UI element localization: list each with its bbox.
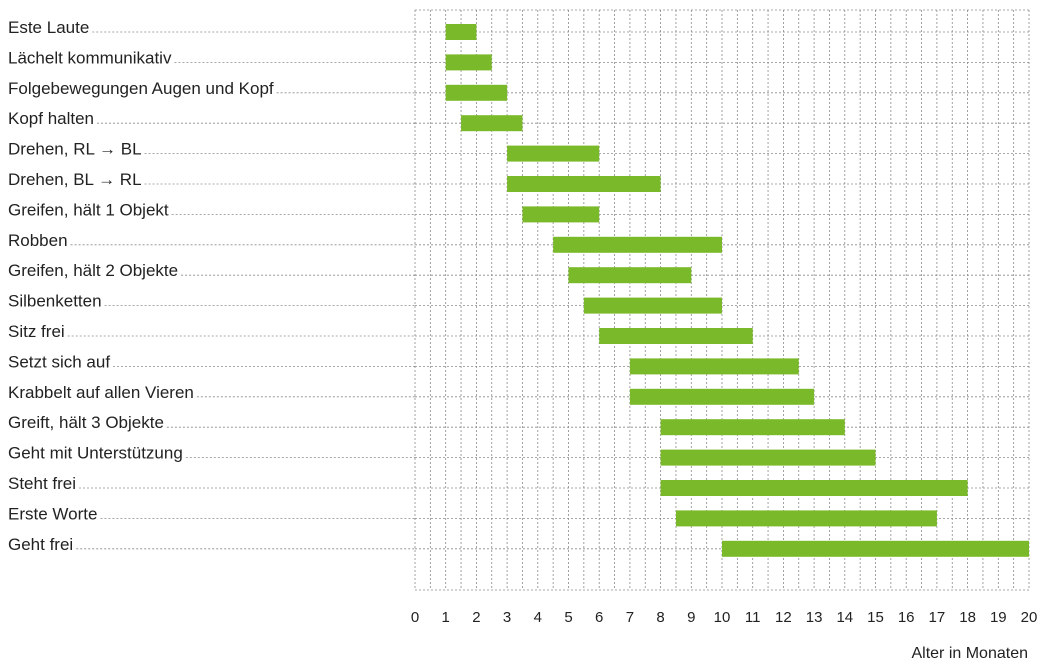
range-bar <box>722 540 1029 557</box>
category-label: Robben <box>8 231 68 250</box>
x-tick-label: 1 <box>442 609 450 626</box>
category-label: Geht frei <box>8 535 73 554</box>
range-bar <box>445 54 492 71</box>
x-tick-label: 0 <box>411 609 419 626</box>
x-axis-title: Alter in Monaten <box>911 645 1028 662</box>
x-tick-label: 6 <box>595 609 603 626</box>
category-label: Geht mit Unterstützung <box>8 444 183 463</box>
category-label: Erste Worte <box>8 504 97 523</box>
range-bar <box>629 358 799 375</box>
range-bar <box>445 24 477 40</box>
range-bar <box>599 328 753 344</box>
x-tick-labels: 0 1 2 3 4 5 6 7 8 9 10 11 12 13 14 15 16 17 18 19 20 <box>411 609 1038 626</box>
range-bar <box>445 84 508 101</box>
x-tick-label: 4 <box>534 609 542 626</box>
range-bar <box>461 115 523 132</box>
category-label: Setzt sich auf <box>8 352 110 371</box>
category-label: Kopf halten <box>8 109 94 128</box>
range-bar <box>522 206 600 223</box>
category-label: Silbenketten <box>8 292 102 311</box>
x-tick-label: 17 <box>929 609 946 626</box>
range-bar <box>583 297 722 314</box>
category-label: Lächelt kommunikativ <box>8 48 172 67</box>
category-label: Greift, hält 3 Objekte <box>8 413 164 432</box>
x-tick-label: 19 <box>990 609 1007 626</box>
x-tick-label: 8 <box>656 609 664 626</box>
range-bar <box>507 145 600 162</box>
range-bar <box>568 267 692 284</box>
x-tick-label: 9 <box>687 609 695 626</box>
range-bar <box>675 510 937 527</box>
range-bar <box>629 388 815 405</box>
category-label: Greifen, hält 2 Objekte <box>8 261 178 280</box>
bars <box>445 24 1029 557</box>
x-tick-label: 12 <box>775 609 792 626</box>
category-labels: Este Laute Lächelt kommunikativ Folgebeweg… <box>8 18 274 554</box>
category-label: Krabbelt auf allen Vieren <box>8 383 194 402</box>
range-bar <box>660 419 845 436</box>
x-tick-label: 7 <box>626 609 634 626</box>
category-label: Drehen, RL → BL <box>8 140 142 159</box>
leader-lines <box>67 31 415 550</box>
x-tick-label: 20 <box>1021 609 1038 626</box>
category-label: Greifen, hält 1 Objekt <box>8 200 169 219</box>
x-tick-label: 11 <box>745 609 761 626</box>
range-bar <box>553 236 722 253</box>
category-label: Este Laute <box>8 18 89 37</box>
x-tick-label: 15 <box>867 609 884 626</box>
range-bar <box>660 449 876 466</box>
category-label: Sitz frei <box>8 322 65 341</box>
x-tick-label: 14 <box>836 609 853 626</box>
x-tick-label: 10 <box>714 609 731 626</box>
x-tick-label: 5 <box>564 609 572 626</box>
category-label: Steht frei <box>8 474 76 493</box>
category-label: Folgebewegungen Augen und Kopf <box>8 79 274 98</box>
x-tick-label: 13 <box>806 609 823 626</box>
x-tick-label: 18 <box>959 609 976 626</box>
x-tick-label: 2 <box>472 609 480 626</box>
category-label: Drehen, BL → RL <box>8 170 142 189</box>
x-tick-label: 3 <box>503 609 511 626</box>
range-bar <box>507 176 661 192</box>
x-tick-label: 16 <box>898 609 915 626</box>
range-bar <box>660 480 968 496</box>
